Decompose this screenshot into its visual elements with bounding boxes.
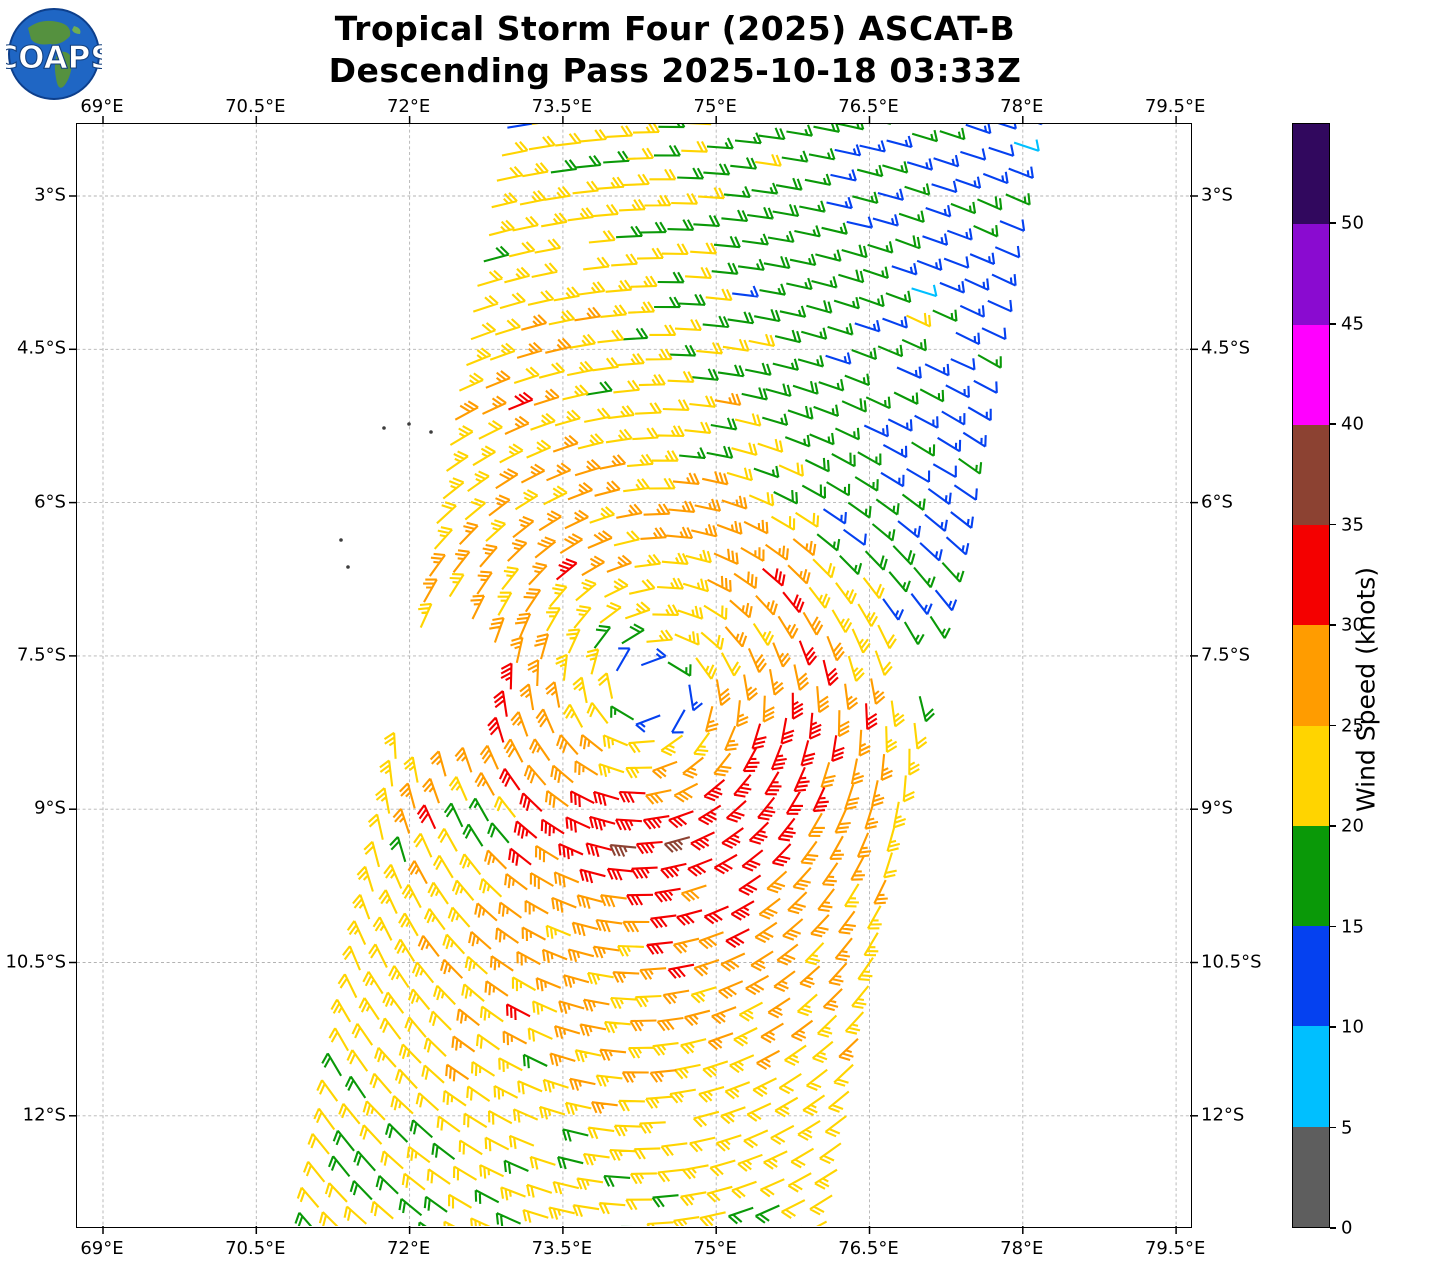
- colorbar-tick: [1330, 523, 1336, 526]
- colorbar-tick-label: 35: [1341, 514, 1364, 536]
- coaps-logo: COAPS: [6, 8, 102, 100]
- x-tick-label-top: 69°E: [80, 96, 124, 117]
- colorbar-tick: [1330, 825, 1336, 827]
- gridlines: [77, 124, 1190, 1226]
- x-tick-label-bottom: 70.5°E: [225, 1238, 286, 1259]
- y-tick-label-left: 12°S: [22, 1104, 66, 1126]
- colorbar-tick-label: 25: [1341, 715, 1364, 737]
- axis-ticks: [69, 116, 1198, 1234]
- x-tick-label-bottom: 69°E: [80, 1238, 124, 1259]
- x-tick-label-bottom: 75°E: [693, 1238, 737, 1259]
- colorbar-segment: [1293, 625, 1329, 726]
- globe-land-greenland: [72, 26, 81, 34]
- colorbar-tick-label: 40: [1341, 413, 1364, 435]
- colorbar-tick: [1330, 423, 1336, 425]
- x-tick-label-top: 78°E: [1000, 96, 1044, 117]
- colorbar-tick-label: 20: [1341, 815, 1364, 837]
- colorbar-label: Wind Speed (knots): [1351, 566, 1381, 813]
- y-tick-label-right: 10.5°S: [1201, 951, 1262, 972]
- island-markers: [339, 422, 433, 569]
- y-tick-label-right: 12°S: [1201, 1104, 1245, 1126]
- x-tick-label-top: 70.5°E: [225, 96, 286, 117]
- colorbar-segment: [1293, 224, 1329, 325]
- y-tick-label-right: 9°S: [1201, 797, 1233, 819]
- colorbar-tick: [1330, 1126, 1336, 1129]
- colorbar-segment: [1293, 1126, 1329, 1227]
- y-tick-label-left: 9°S: [34, 797, 66, 819]
- colorbar: [1292, 123, 1330, 1228]
- colorbar-tick: [1330, 925, 1336, 928]
- y-tick-label-right: 7.5°S: [1201, 644, 1251, 666]
- colorbar-tick: [1330, 322, 1336, 325]
- colorbar-segment: [1293, 825, 1329, 927]
- wind-barb-group: [911, 139, 1040, 298]
- wind-barb-group: [392, 306, 893, 1114]
- x-tick-label-bottom: 72°E: [386, 1238, 431, 1259]
- colorbar-tick-label: 30: [1341, 614, 1364, 636]
- x-tick-label-bottom: 73.5°E: [531, 1238, 593, 1259]
- globe-land-north: [28, 20, 71, 45]
- map-plot-area: [69, 116, 1198, 1234]
- colorbar-tick: [1330, 724, 1336, 727]
- wind-barbs: [294, 124, 1043, 1226]
- x-tick-label-bottom: 79.5°E: [1144, 1238, 1206, 1259]
- x-tick-label-top: 72°E: [386, 96, 431, 117]
- y-tick-label-left: 4.5°S: [16, 337, 66, 359]
- colorbar-tick: [1330, 1227, 1336, 1229]
- wind-barb-group: [294, 124, 1031, 1226]
- colorbar-segment: [1293, 124, 1329, 225]
- colorbar-tick-label: 45: [1341, 313, 1364, 335]
- y-tick-label-left: 3°S: [34, 184, 66, 206]
- colorbar-tick-label: 5: [1341, 1117, 1353, 1139]
- x-tick-label-top: 73.5°E: [531, 96, 593, 117]
- x-tick-label-bottom: 76.5°E: [838, 1238, 899, 1259]
- colorbar-segment: [1293, 926, 1329, 1027]
- chart-title: Tropical Storm Four (2025) ASCAT-B: [334, 9, 1016, 48]
- wind-barb-group: [416, 391, 878, 1021]
- y-tick-label-left: 6°S: [34, 491, 66, 513]
- chart-subtitle: Descending Pass 2025-10-18 03:33Z: [328, 51, 1022, 91]
- x-tick-label-top: 75°E: [693, 96, 737, 117]
- colorbar-tick-label: 10: [1341, 1016, 1364, 1038]
- x-tick-label-top: 79.5°E: [1144, 96, 1206, 117]
- globe-land-south: [54, 51, 72, 88]
- x-tick-label-top: 76.5°E: [838, 96, 899, 117]
- wind-barb-group: [296, 124, 932, 1226]
- colorbar-tick-label: 0: [1341, 1217, 1353, 1239]
- colorbar-segment: [1293, 1026, 1329, 1127]
- colorbar-tick: [1330, 624, 1336, 626]
- colorbar-segment: [1293, 725, 1329, 826]
- wind-barb-group: [507, 124, 1043, 734]
- y-tick-label-right: 3°S: [1201, 184, 1233, 206]
- colorbar-tick-label: 50: [1341, 212, 1364, 234]
- colorbar-segment: [1293, 324, 1329, 425]
- colorbar-segment: [1293, 525, 1329, 626]
- y-tick-label-right: 4.5°S: [1201, 337, 1251, 359]
- y-tick-label-left: 10.5°S: [5, 951, 66, 972]
- wind-barb-group: [609, 836, 691, 857]
- y-tick-label-right: 6°S: [1201, 491, 1233, 513]
- colorbar-tick-label: 15: [1341, 916, 1364, 938]
- colorbar-segment: [1293, 424, 1329, 526]
- x-tick-label-bottom: 78°E: [1000, 1238, 1044, 1259]
- logo-text: COAPS: [6, 40, 102, 76]
- colorbar-tick: [1330, 1026, 1336, 1028]
- y-tick-label-left: 7.5°S: [16, 644, 66, 666]
- colorbar-tick: [1330, 222, 1336, 225]
- wind-barb-layer: [69, 116, 1198, 1234]
- title-block: Tropical Storm Four (2025) ASCAT-B Desce…: [120, 8, 1230, 92]
